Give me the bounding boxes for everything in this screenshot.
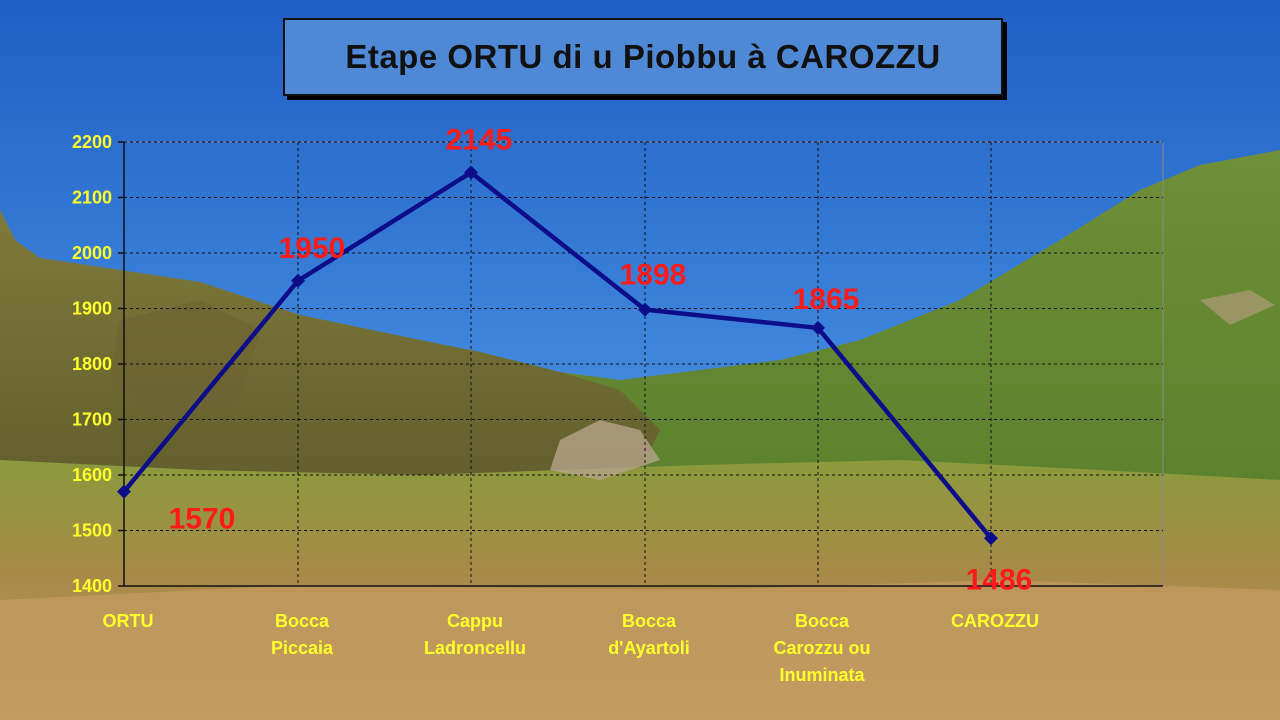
- chart-title: Etape ORTU di u Piobbu à CAROZZU: [345, 38, 941, 75]
- y-tick-label: 1600: [72, 465, 112, 485]
- y-tick-label: 1800: [72, 354, 112, 374]
- x-tick-label: Cappu Ladroncellu: [424, 611, 526, 658]
- series-line-layer: [117, 165, 998, 546]
- series-line: [122, 170, 993, 540]
- x-tick-label: ORTU: [103, 611, 154, 631]
- data-point: [464, 165, 478, 180]
- grid: [123, 141, 1164, 587]
- y-tick-label: 2200: [72, 132, 112, 152]
- data-label: 2145: [446, 124, 513, 157]
- x-tick-label: Bocca Carozzu ou Inuminata: [774, 611, 871, 685]
- data-point: [291, 273, 305, 288]
- data-label: 1570: [169, 503, 236, 536]
- chart-title-box: Etape ORTU di u Piobbu à CAROZZU: [283, 18, 1003, 96]
- y-tick-label: 1700: [72, 410, 112, 430]
- x-tick-label: Bocca d'Ayartoli: [608, 611, 690, 658]
- labels: 1400 1500 1600 1700 1800 1900 2000 2100 2200 ORTU…: [72, 124, 1039, 685]
- data-label: 1950: [279, 232, 346, 265]
- y-tick-label: 2100: [72, 188, 112, 208]
- data-label: 1486: [966, 563, 1033, 596]
- data-label: 1898: [620, 259, 687, 292]
- x-tick-label: Bocca Piccaia: [271, 611, 334, 658]
- y-tick-label: 1900: [72, 299, 112, 319]
- data-point: [811, 320, 825, 335]
- data-point: [984, 531, 998, 546]
- data-label: 1865: [793, 283, 860, 316]
- y-tick-label: 2000: [72, 243, 112, 263]
- y-tick-label: 1500: [72, 521, 112, 541]
- data-point: [638, 302, 652, 317]
- data-point: [117, 484, 131, 499]
- axes: [118, 141, 1163, 587]
- y-tick-label: 1400: [72, 576, 112, 596]
- x-tick-label: CAROZZU: [951, 611, 1039, 631]
